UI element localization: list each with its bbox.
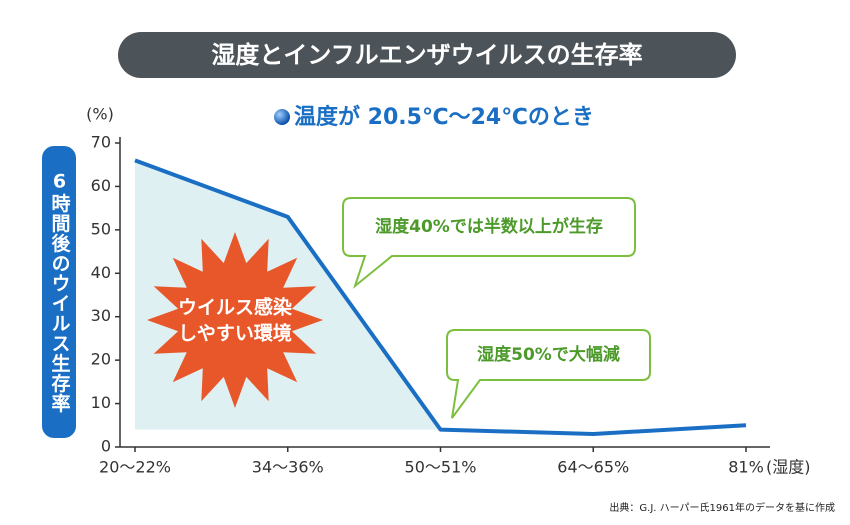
data-line — [134, 158, 747, 436]
y-tick-label: 30 — [91, 306, 111, 325]
x-tick-label: 50〜51% — [405, 458, 477, 477]
y-unit: (%) — [86, 105, 114, 124]
y-tick-label: 40 — [91, 263, 111, 282]
highlight-text: しやすい環境 — [178, 322, 292, 345]
x-axis-label: (湿度) — [766, 458, 811, 477]
y-tick-label: 20 — [91, 350, 111, 369]
y-tick-label: 50 — [91, 219, 111, 238]
y-tick-label: 60 — [91, 176, 111, 195]
callout-text: 湿度50%で大幅減 — [477, 344, 620, 365]
y-tick-label: 0 — [101, 437, 111, 456]
callout-box — [342, 197, 636, 289]
x-tick-label: 34〜36% — [252, 458, 324, 477]
x-tick-label: 20〜22% — [99, 458, 171, 477]
title-pill — [118, 32, 736, 78]
y-tick-label: 10 — [91, 393, 111, 412]
subtitle: 温度が 20.5℃〜24℃のとき — [294, 104, 594, 130]
subtitle-bullet — [274, 109, 290, 125]
starburst — [147, 232, 323, 408]
y-axis-label: 6時間後のウイルス生存率 — [49, 171, 71, 414]
highlight-text: ウイルス感染 — [178, 296, 292, 319]
callout-box — [446, 329, 651, 419]
chart-title: 湿度とインフルエンザウイルスの生存率 — [211, 41, 642, 69]
callout-text: 湿度40%では半数以上が生存 — [375, 216, 603, 237]
source-note: 出典：G.J. ハーパー氏1961年のデータを基に作成 — [609, 501, 835, 514]
y-label-box — [42, 146, 76, 438]
x-tick-label: 81% — [728, 458, 764, 477]
x-tick-label: 64〜65% — [557, 458, 629, 477]
y-tick-label: 70 — [91, 133, 111, 152]
